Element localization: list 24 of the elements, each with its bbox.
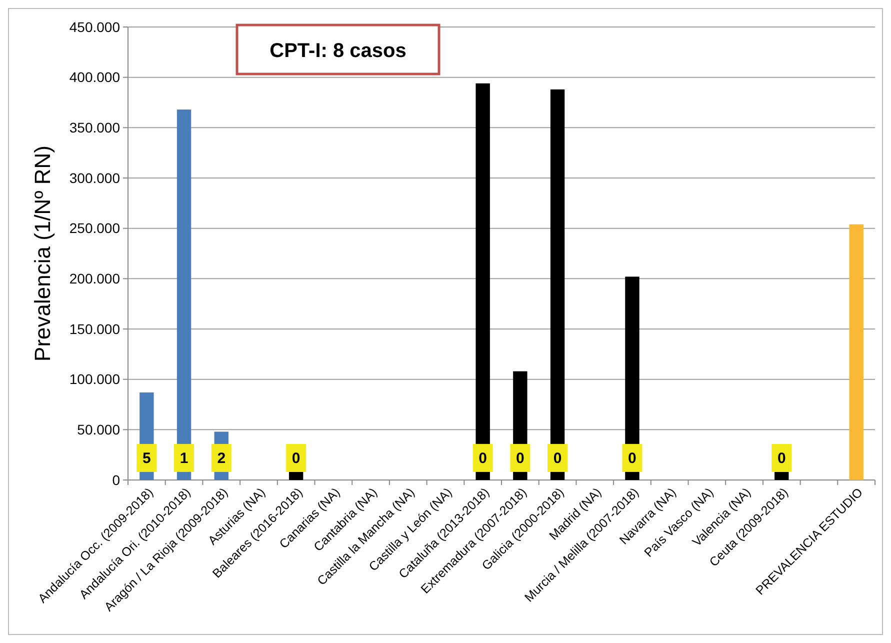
- annotation: 0: [516, 450, 524, 468]
- y-axis-title: Prevalencia (1/Nº RN): [30, 146, 55, 362]
- y-tick-label: 350.000: [69, 120, 120, 136]
- y-tick-label: 100.000: [69, 371, 120, 388]
- annotation: 0: [292, 450, 300, 468]
- annotation: 1: [180, 450, 188, 468]
- y-tick-label: 400.000: [69, 69, 120, 86]
- text: CPT-I: 8 casos: [270, 40, 406, 62]
- y-tick-label: 250.000: [69, 220, 120, 236]
- bar: [288, 472, 304, 480]
- bar: [849, 224, 864, 480]
- y-tick-label: 0: [112, 472, 120, 488]
- annotation: 2: [217, 450, 226, 468]
- bar: [774, 472, 789, 480]
- y-tick-label: 150.000: [69, 320, 120, 337]
- y-tick-label: 300.000: [69, 170, 120, 186]
- annotation: 0: [777, 450, 786, 468]
- y-tick-label: 200.000: [69, 270, 120, 287]
- y-tick-label: 450.000: [69, 18, 120, 35]
- annotation: 0: [553, 450, 562, 468]
- annotation: 0: [478, 450, 487, 468]
- annotation: 5: [142, 450, 151, 468]
- annotation: 0: [628, 450, 636, 468]
- y-tick-label: 50.000: [77, 422, 120, 438]
